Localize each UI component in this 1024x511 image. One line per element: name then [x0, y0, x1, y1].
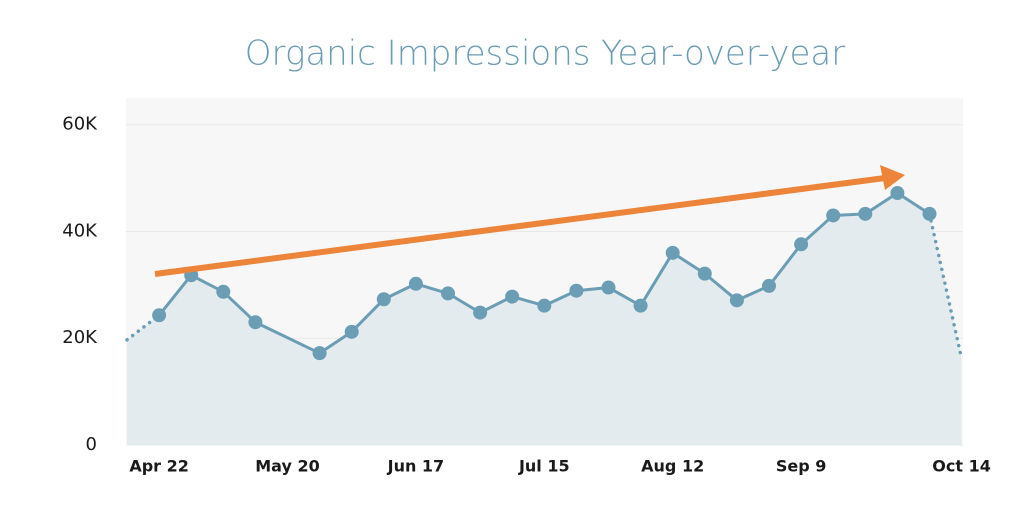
point: [858, 206, 873, 221]
y-tick-label: 20K: [62, 327, 98, 348]
area: [127, 193, 962, 445]
point: [633, 298, 648, 313]
point: [665, 245, 680, 260]
x-tick-label: Apr 22: [129, 457, 189, 476]
point: [376, 292, 391, 307]
x-tick-label: Oct 14: [932, 457, 991, 476]
x-tick-label: Aug 12: [641, 457, 704, 476]
point: [505, 289, 520, 304]
point: [344, 324, 359, 339]
point: [826, 208, 841, 223]
point: [762, 278, 776, 293]
trend-arrow-head: [880, 165, 905, 190]
point: [601, 280, 616, 295]
point: [408, 276, 423, 291]
series-layer: [125, 186, 964, 445]
point: [312, 346, 327, 361]
y-tick-label: 60K: [62, 114, 98, 135]
point: [441, 286, 455, 301]
line: [157, 191, 931, 355]
chart-title: Organic Impressions Year-over-year: [245, 34, 845, 74]
point: [569, 283, 584, 298]
point: [152, 308, 167, 323]
x-tick-label: May 20: [255, 457, 320, 476]
point: [473, 305, 488, 320]
point: [697, 266, 712, 281]
point: [248, 315, 263, 330]
x-tick-label: Jun 17: [387, 457, 445, 476]
point: [537, 298, 552, 313]
x-tick-label: Sep 9: [776, 457, 827, 476]
point: [922, 206, 937, 221]
point: [794, 237, 809, 252]
y-tick-label: 40K: [62, 220, 98, 241]
trend-arrow-shaft: [154, 175, 886, 277]
point: [216, 284, 231, 299]
y-tick-label: 0: [86, 434, 97, 455]
line-dotted: [125, 313, 161, 342]
x-tick-label: Jul 15: [518, 457, 570, 476]
point: [729, 293, 744, 308]
point: [890, 186, 905, 201]
axes: 0 20K 40K 60K Apr 22 May 20 Jun 17 Jul 15 Aug 12…: [62, 114, 991, 476]
